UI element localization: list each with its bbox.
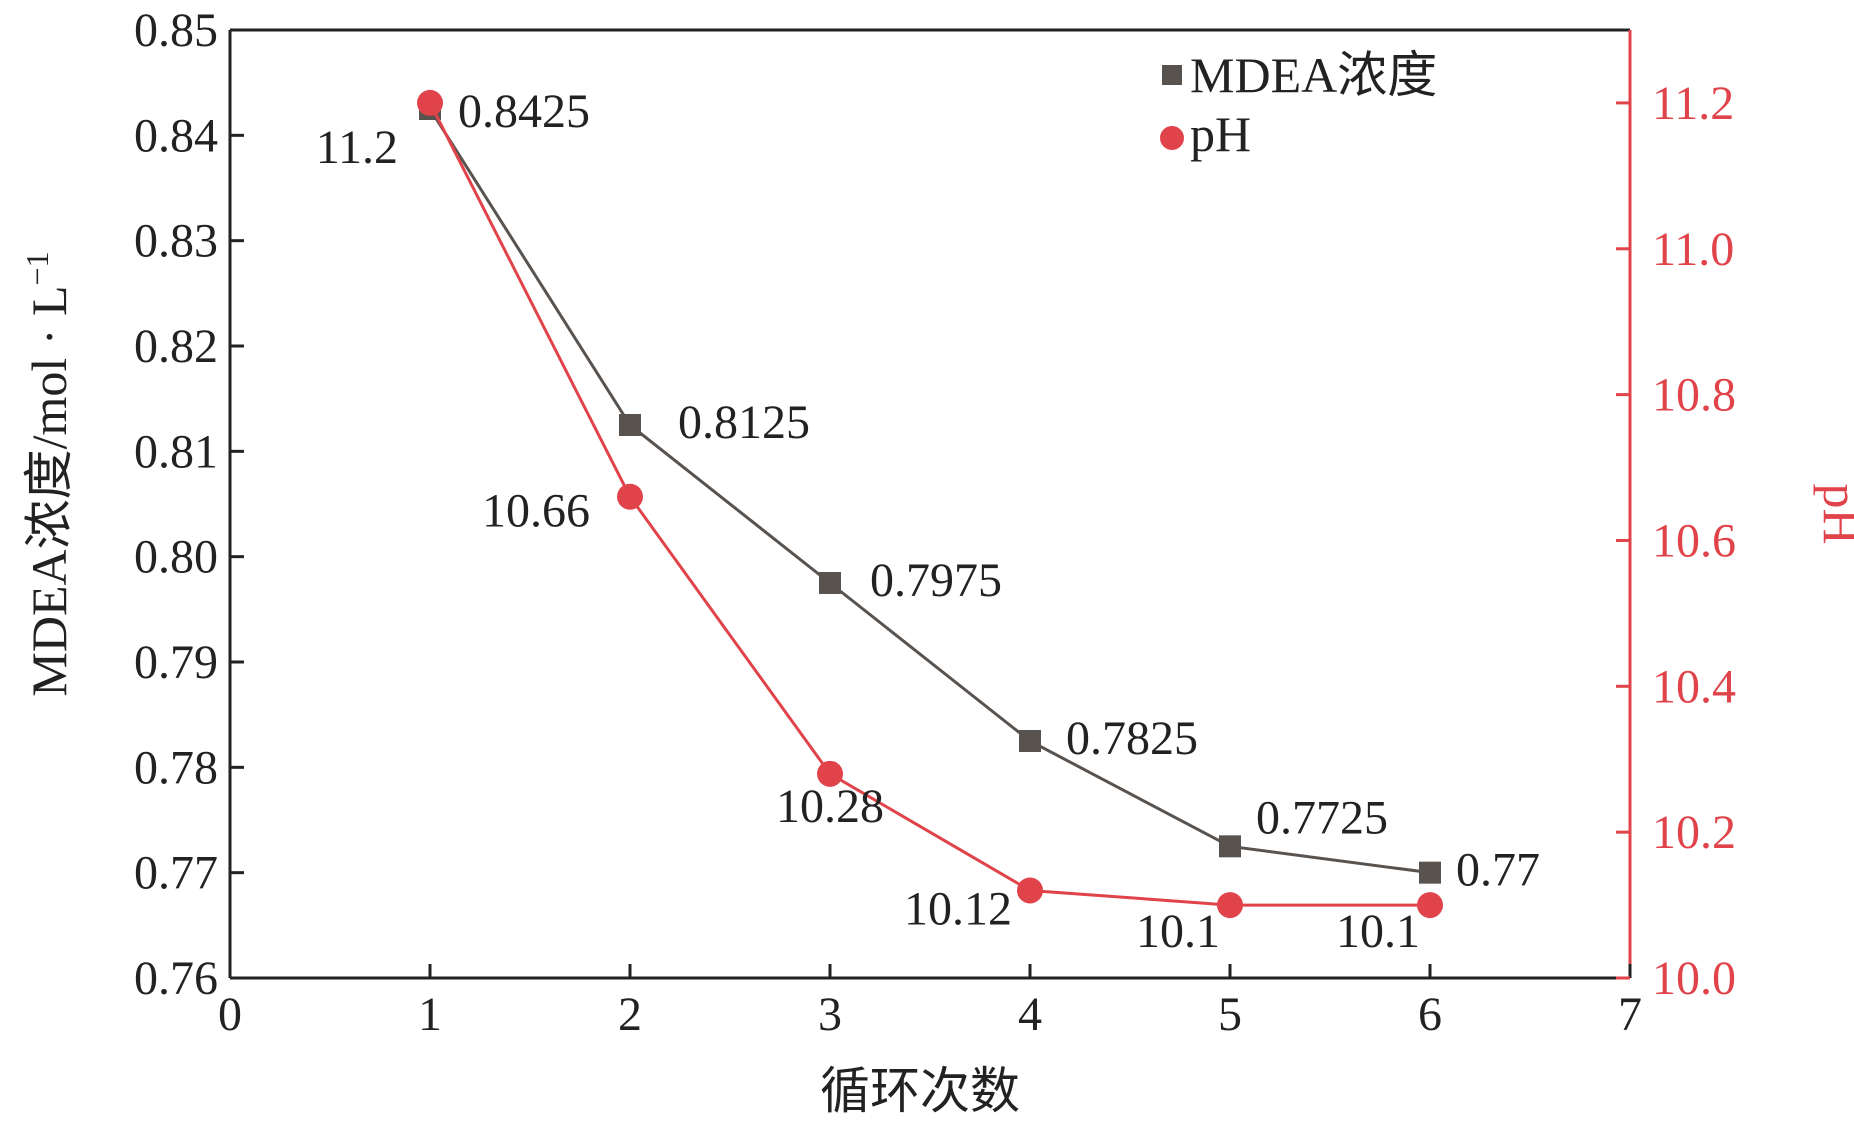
- mdea-data-label: 0.8125: [678, 396, 810, 449]
- left-y-tick-label: 0.82: [134, 320, 218, 373]
- x-tick-label: 4: [1018, 988, 1042, 1041]
- right-y-tick-label: 11.2: [1652, 77, 1734, 130]
- left-y-tick-label: 0.80: [134, 531, 218, 584]
- right-y-tick-label: 10.0: [1652, 952, 1736, 1005]
- ph-point: [617, 483, 643, 510]
- ph-point: [417, 89, 443, 116]
- ph-point: [817, 760, 843, 787]
- x-tick-label: 5: [1218, 988, 1242, 1041]
- left-y-tick-label: 0.84: [134, 109, 218, 162]
- ph-data-label: 10.1: [1136, 905, 1220, 958]
- x-tick-label: 2: [618, 988, 642, 1041]
- left-y-axis-title-superscript: −1: [19, 251, 55, 285]
- right-y-axis-title: pH: [1813, 483, 1854, 544]
- mdea-point: [619, 414, 641, 436]
- x-axis-title: 循环次数: [820, 1063, 1020, 1119]
- right-y-tick-label: 10.6: [1652, 514, 1736, 567]
- left-y-tick-label: 0.78: [134, 741, 218, 794]
- legend-mdea-marker: [1162, 65, 1182, 85]
- ph-point: [1017, 877, 1043, 904]
- series-line-ph: [428, 102, 1430, 907]
- mdea-point: [1019, 730, 1041, 752]
- mdea-data-label: 0.7825: [1066, 712, 1198, 765]
- left-y-tick-label: 0.85: [134, 4, 218, 57]
- x-tick-label: 1: [418, 988, 442, 1041]
- data-labels: 0.8425 0.8125 0.7975 0.7825 0.7725 0.77 11.2 10…: [316, 85, 1540, 958]
- mdea-point: [1419, 861, 1441, 884]
- ph-data-label: 11.2: [316, 121, 398, 174]
- left-y-tick-label: 0.79: [134, 636, 218, 689]
- ph-data-label: 10.66: [482, 485, 590, 538]
- ph-data-label: 10.1: [1336, 905, 1420, 958]
- right-y-tick-label: 10.2: [1652, 806, 1736, 859]
- mdea-point: [1219, 835, 1241, 858]
- mdea-data-label: 0.77: [1456, 844, 1540, 897]
- ph-data-label: 10.12: [904, 882, 1012, 935]
- mdea-data-label: 0.7975: [870, 554, 1002, 607]
- left-y-tick-label: 0.77: [134, 847, 218, 900]
- legend-mdea-label: MDEA浓度: [1190, 47, 1437, 103]
- x-tick-label: 0: [218, 988, 242, 1041]
- ph-data-label: 10.28: [776, 780, 884, 833]
- right-y-tick-label: 10.4: [1652, 660, 1736, 713]
- legend-ph-label: pH: [1190, 106, 1251, 162]
- series-layer: [417, 89, 1443, 919]
- ph-point: [1417, 892, 1443, 919]
- x-tick-label: 3: [818, 988, 842, 1041]
- left-y-axis-title: MDEA浓度/mol · L−1: [19, 251, 77, 696]
- right-y-tick-label: 10.8: [1652, 369, 1736, 422]
- left-y-tick-label: 0.83: [134, 215, 218, 268]
- right-y-tick-label: 11.0: [1652, 223, 1734, 276]
- mdea-point: [819, 572, 841, 594]
- ph-point: [1217, 892, 1243, 919]
- legend-ph-marker: [1160, 126, 1184, 150]
- left-y-tick-label: 0.81: [134, 425, 218, 478]
- left-y-tick-label: 0.76: [134, 952, 218, 1005]
- mdea-data-label: 0.7725: [1256, 791, 1388, 844]
- series-line-mdea: [428, 108, 1431, 875]
- x-tick-label: 7: [1618, 988, 1642, 1041]
- axes: 0 1 2 3 4 5 6 7 0.76 0.77 0.78 0.79 0.80 0.81 0.82 0.83…: [19, 4, 1854, 1119]
- mdea-data-label: 0.8425: [458, 85, 590, 138]
- x-tick-label: 6: [1418, 988, 1442, 1041]
